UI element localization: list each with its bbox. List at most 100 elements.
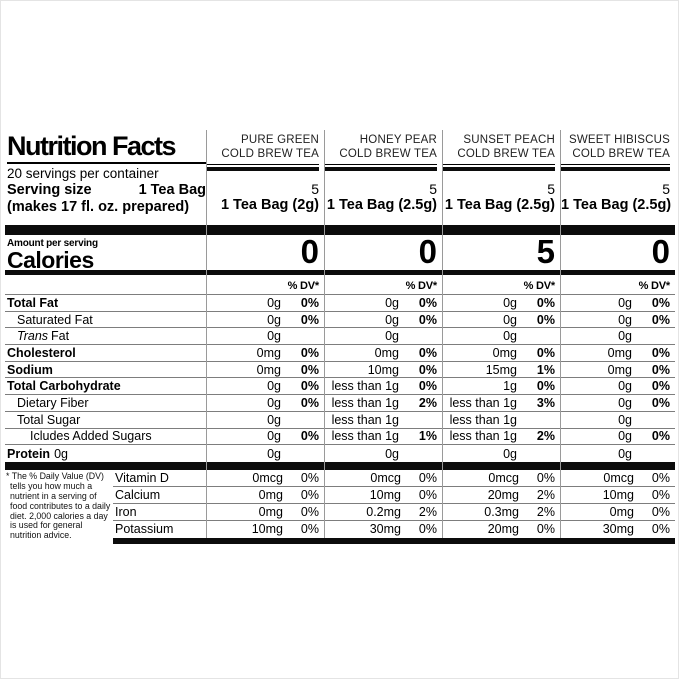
product-name: HONEY PEAR COLD BREW TEA [325,134,437,161]
vitamin-amount: 20mg [487,487,519,502]
column-divider [442,130,443,539]
nutrient-value-cell: less than 1g 0% [325,378,442,394]
nutrient-amount: less than 1g [331,412,399,427]
nutrient-dv: 0% [651,379,670,394]
calories-value: 5 [536,233,555,270]
nutrient-value-cell: 1g 0% [443,378,560,394]
nutrient-row: Sodium 0mg 0% 10mg 0% 15mg 1% 0mg 0% [5,362,675,379]
nutrient-value-cell: 0g [325,328,442,344]
servings-count: 5 [662,181,670,197]
nutrient-value-cell: 0g 0% [443,295,560,311]
thick-rule [5,461,675,470]
nutrient-dv: 0% [418,312,437,327]
vitamin-value: 0.2mg 2% [325,504,442,521]
nutrient-amount: 0g [503,312,517,327]
nutrient-label: Dietary Fiber [17,395,89,410]
double-rule [561,164,670,171]
vitamin-amount: 0mcg [488,470,519,485]
vitamin-value: 0mg 0% [207,504,324,521]
nutrient-row: Dietary Fiber 0g 0% less than 1g 2% less t… [5,395,675,412]
protein-label: Protein [7,446,51,461]
vitamin-dv: 0% [651,522,670,537]
product-name: SUNSET PEACH COLD BREW TEA [443,134,555,161]
medium-rule [5,270,675,275]
vitamin-amount: 30mg [602,522,634,537]
vitamin-dv: 0% [300,504,319,519]
nutrient-amount: 0mg [374,345,399,360]
nutrient-label: Saturated Fat [17,312,93,327]
nutrient-dv: 1% [536,362,555,377]
nutrient-dv: 0% [300,295,319,310]
nutrient-value-cell: 15mg 1% [443,362,560,378]
nutrient-dv: 0% [536,379,555,394]
nutrient-dv: 0% [300,312,319,327]
nutrient-dv: 0% [651,295,670,310]
servings-count: 5 [429,181,437,197]
nutrient-label: Total Fat [7,295,59,310]
vitamin-labels: Vitamin D Calcium Iron Potassium [113,470,206,538]
nutrition-facts-panel: Nutrition Facts 20 servings per containe… [5,130,675,570]
nutrient-dv: 0% [418,362,437,377]
nutrition-facts-title: Nutrition Facts [7,132,206,164]
nutrient-amount: 0g [267,329,281,344]
vitamin-value: 0mg 0% [561,504,675,521]
product-name: SWEET HIBISCUS COLD BREW TEA [561,134,670,161]
product-name-line1: SUNSET PEACH [463,134,555,146]
nutrient-label: Total Sugar [17,412,81,427]
calories-value: 0 [300,233,319,270]
nutrient-amount: 0mg [256,362,281,377]
nutrient-amount: 0mg [607,362,632,377]
serving-size-label: Serving size [7,182,92,198]
product-serving-size: 1 Tea Bag (2.5g) [561,197,672,213]
servings-count: 5 [311,181,319,197]
protein-left-value: 0g [54,446,68,461]
vitamin-values-column: 0mcg 0% 10mg 0% 0.2mg 2% 30mg 0% [325,470,442,538]
nutrient-amount: 0g [618,379,632,394]
nutrient-amount: 0g [267,395,281,410]
nutrient-amount: 0g [385,295,399,310]
nutrient-dv: 0% [300,379,319,394]
vitamin-amount: 0mcg [603,470,634,485]
vitamin-dv: 0% [651,470,670,485]
product-serving-size: 1 Tea Bag (2.5g) [444,197,555,213]
column-divider [206,130,207,539]
vitamin-value: 10mg 0% [325,487,442,504]
nutrient-value-cell: 10mg 0% [325,362,442,378]
dv-header: % DV* [523,280,556,292]
product-name-line1: HONEY PEAR [359,134,437,146]
nutrient-dv: 0% [651,395,670,410]
servings-count: 5 [547,181,555,197]
nutrient-amount: 0g [267,429,281,444]
vitamin-dv: 0% [536,522,555,537]
nutrient-value-cell: 0g 0% [561,378,675,394]
dv-footnote: * The % Daily Value (DV) tells you how m… [6,470,111,541]
nutrient-value-cell: 0g 0% [561,312,675,328]
vitamin-value: 20mg 2% [443,487,560,504]
calories-label: Calories [7,247,94,273]
vitamin-dv: 2% [536,504,555,519]
vitamin-amount: 10mg [602,487,634,502]
nutrient-amount: 0g [618,312,632,327]
vitamin-values-column: 0mcg 0% 0mg 0% 0mg 0% 10mg 0% [207,470,324,538]
vitamin-amount: 10mg [251,522,283,537]
bottom-thick-rule [113,538,675,544]
nutrient-amount: 0g [618,446,632,461]
nutrient-dv: 1% [418,429,437,444]
calories-value: 0 [651,233,670,270]
nutrient-dv: 3% [536,395,555,410]
product-name: PURE GREEN COLD BREW TEA [207,134,319,161]
product-name-line2: COLD BREW TEA [572,147,670,160]
nutrient-amount: 10mg [367,362,399,377]
nutrient-value-cell: 0mg 0% [561,345,675,361]
vitamin-label: Calcium [113,487,206,504]
label-header: Nutrition Facts 20 servings per containe… [5,130,206,225]
nutrient-amount: less than 1g [331,429,399,444]
nutrient-row: Saturated Fat 0g 0% 0g 0% 0g 0% 0g 0% [5,312,675,329]
nutrient-value-cell: less than 1g 2% [443,429,560,445]
nutrient-dv: 2% [418,395,437,410]
vitamin-dv: 0% [418,487,437,502]
product-serving-size: 1 Tea Bag (2.5g) [326,197,437,213]
vitamin-dv: 0% [418,470,437,485]
product-name-line2: COLD BREW TEA [339,147,437,160]
nutrient-dv: 0% [651,362,670,377]
